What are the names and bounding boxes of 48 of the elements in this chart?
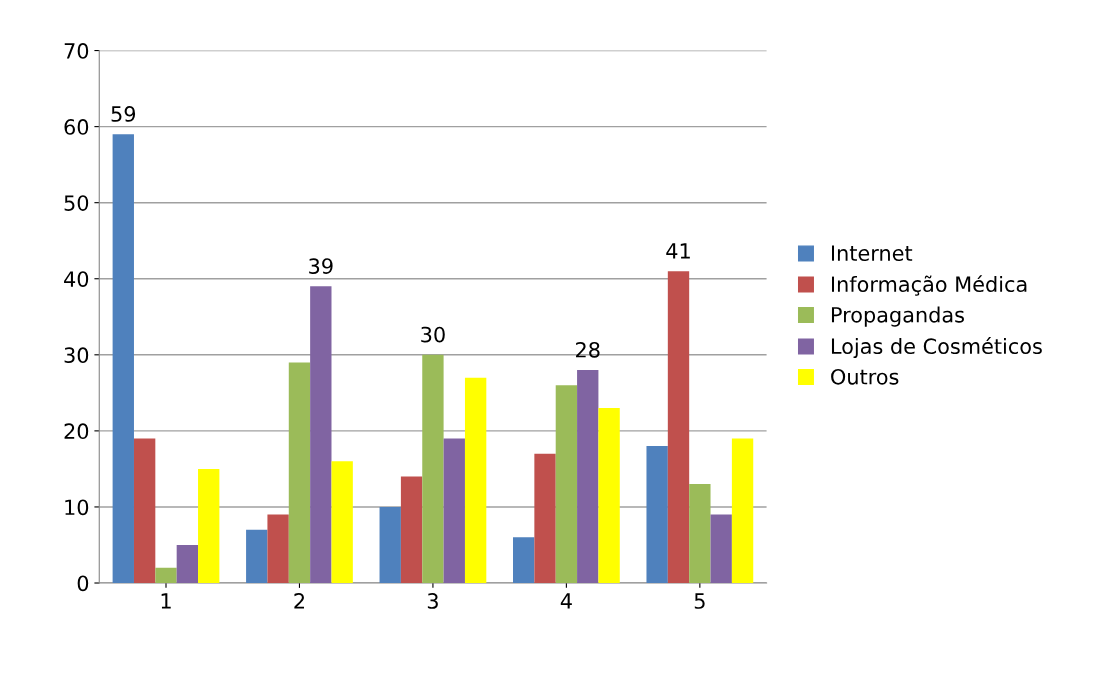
bar (198, 468, 220, 584)
y-tick-label: 20 (64, 423, 89, 440)
data-label: 30 (421, 326, 445, 343)
bar (667, 271, 690, 584)
bar (379, 506, 401, 584)
data-label: 59 (111, 106, 136, 122)
bar (133, 438, 156, 584)
bar (246, 529, 268, 584)
y-tick-label: 40 (64, 271, 89, 287)
bar (422, 354, 444, 584)
bar (331, 461, 353, 584)
bar (646, 446, 668, 584)
legend-label: Propagandas (831, 306, 964, 327)
y-tick-label: 0 (77, 575, 89, 592)
bar (112, 134, 134, 584)
y-tick-label: 50 (64, 195, 89, 211)
bar (598, 408, 620, 584)
data-label: 28 (576, 341, 600, 358)
data-label: 41 (666, 243, 690, 259)
y-tick-label: 30 (64, 347, 89, 364)
bar (731, 438, 754, 584)
data-label: 39 (309, 258, 333, 274)
bar (176, 544, 199, 584)
x-tick-label: 4 (560, 593, 572, 609)
x-tick-label: 2 (294, 593, 305, 609)
bar (513, 537, 535, 584)
bar (267, 514, 289, 584)
bar (577, 370, 599, 584)
x-tick-label: 1 (161, 593, 171, 609)
legend-label: Informação Médica (831, 275, 1027, 296)
x-tick-label: 5 (694, 593, 705, 609)
legend-label: Outros (831, 368, 899, 385)
bar (288, 362, 311, 584)
bar (443, 438, 465, 584)
y-tick-label: 10 (65, 499, 89, 516)
bar (310, 286, 332, 584)
bar (534, 453, 556, 584)
legend-label: Internet (831, 245, 913, 261)
bar (464, 377, 487, 584)
bar (555, 385, 578, 584)
bar (689, 484, 711, 584)
bar (400, 476, 423, 584)
bar (710, 514, 732, 584)
legend-label: Lojas de Cosméticos (831, 337, 1042, 359)
x-tick-label: 3 (427, 593, 438, 609)
bar (155, 567, 177, 584)
y-tick-label: 60 (64, 119, 89, 135)
y-tick-label: 70 (64, 43, 89, 59)
